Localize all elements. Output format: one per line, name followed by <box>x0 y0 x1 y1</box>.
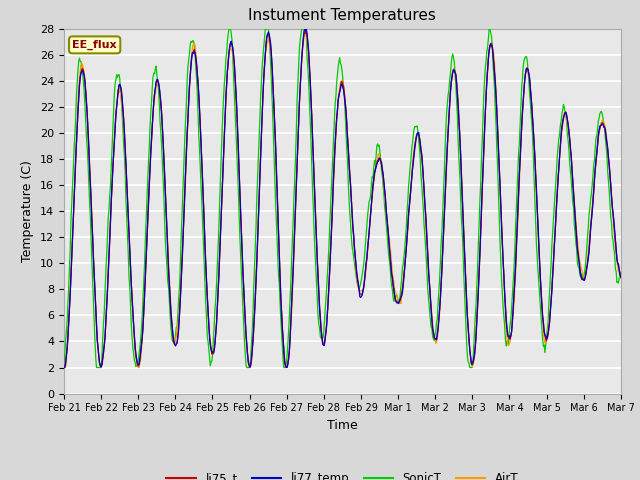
li77_temp <box>301 26 308 32</box>
li75_t <box>617 273 625 279</box>
SonicT <box>128 336 136 342</box>
li77_temp <box>428 316 436 322</box>
li75_t <box>412 138 419 144</box>
Y-axis label: Temperature (C): Temperature (C) <box>22 160 35 262</box>
SonicT <box>214 243 222 249</box>
AirT <box>70 196 78 202</box>
li75_t <box>184 117 192 122</box>
li75_t <box>214 304 221 310</box>
SonicT <box>70 146 78 152</box>
Legend: li75_t, li77_temp, SonicT, AirT: li75_t, li77_temp, SonicT, AirT <box>162 468 523 480</box>
Line: AirT: AirT <box>64 34 621 368</box>
Title: Instument Temperatures: Instument Temperatures <box>248 9 436 24</box>
li77_temp <box>61 365 68 371</box>
li75_t <box>301 29 308 35</box>
SonicT <box>225 26 233 32</box>
AirT <box>60 365 68 371</box>
Line: li75_t: li75_t <box>64 32 621 368</box>
li75_t <box>70 196 78 202</box>
li77_temp <box>617 275 625 280</box>
li75_t <box>127 282 135 288</box>
SonicT <box>93 365 100 371</box>
li75_t <box>428 316 436 322</box>
SonicT <box>412 124 419 130</box>
li77_temp <box>128 297 136 303</box>
Line: li77_temp: li77_temp <box>64 29 621 368</box>
li77_temp <box>185 98 193 104</box>
AirT <box>411 141 419 147</box>
SonicT <box>428 325 436 331</box>
li75_t <box>60 363 68 369</box>
SonicT <box>185 57 193 63</box>
X-axis label: Time: Time <box>327 419 358 432</box>
li77_temp <box>71 176 79 182</box>
li75_t <box>246 365 253 371</box>
li77_temp <box>60 365 68 371</box>
AirT <box>127 283 135 288</box>
li77_temp <box>412 140 419 145</box>
AirT <box>428 302 435 308</box>
AirT <box>184 118 192 124</box>
SonicT <box>617 269 625 275</box>
li77_temp <box>214 288 222 293</box>
SonicT <box>60 360 68 365</box>
Text: EE_flux: EE_flux <box>72 40 117 50</box>
AirT <box>302 31 310 37</box>
AirT <box>617 276 625 281</box>
Line: SonicT: SonicT <box>64 29 621 368</box>
AirT <box>214 303 221 309</box>
